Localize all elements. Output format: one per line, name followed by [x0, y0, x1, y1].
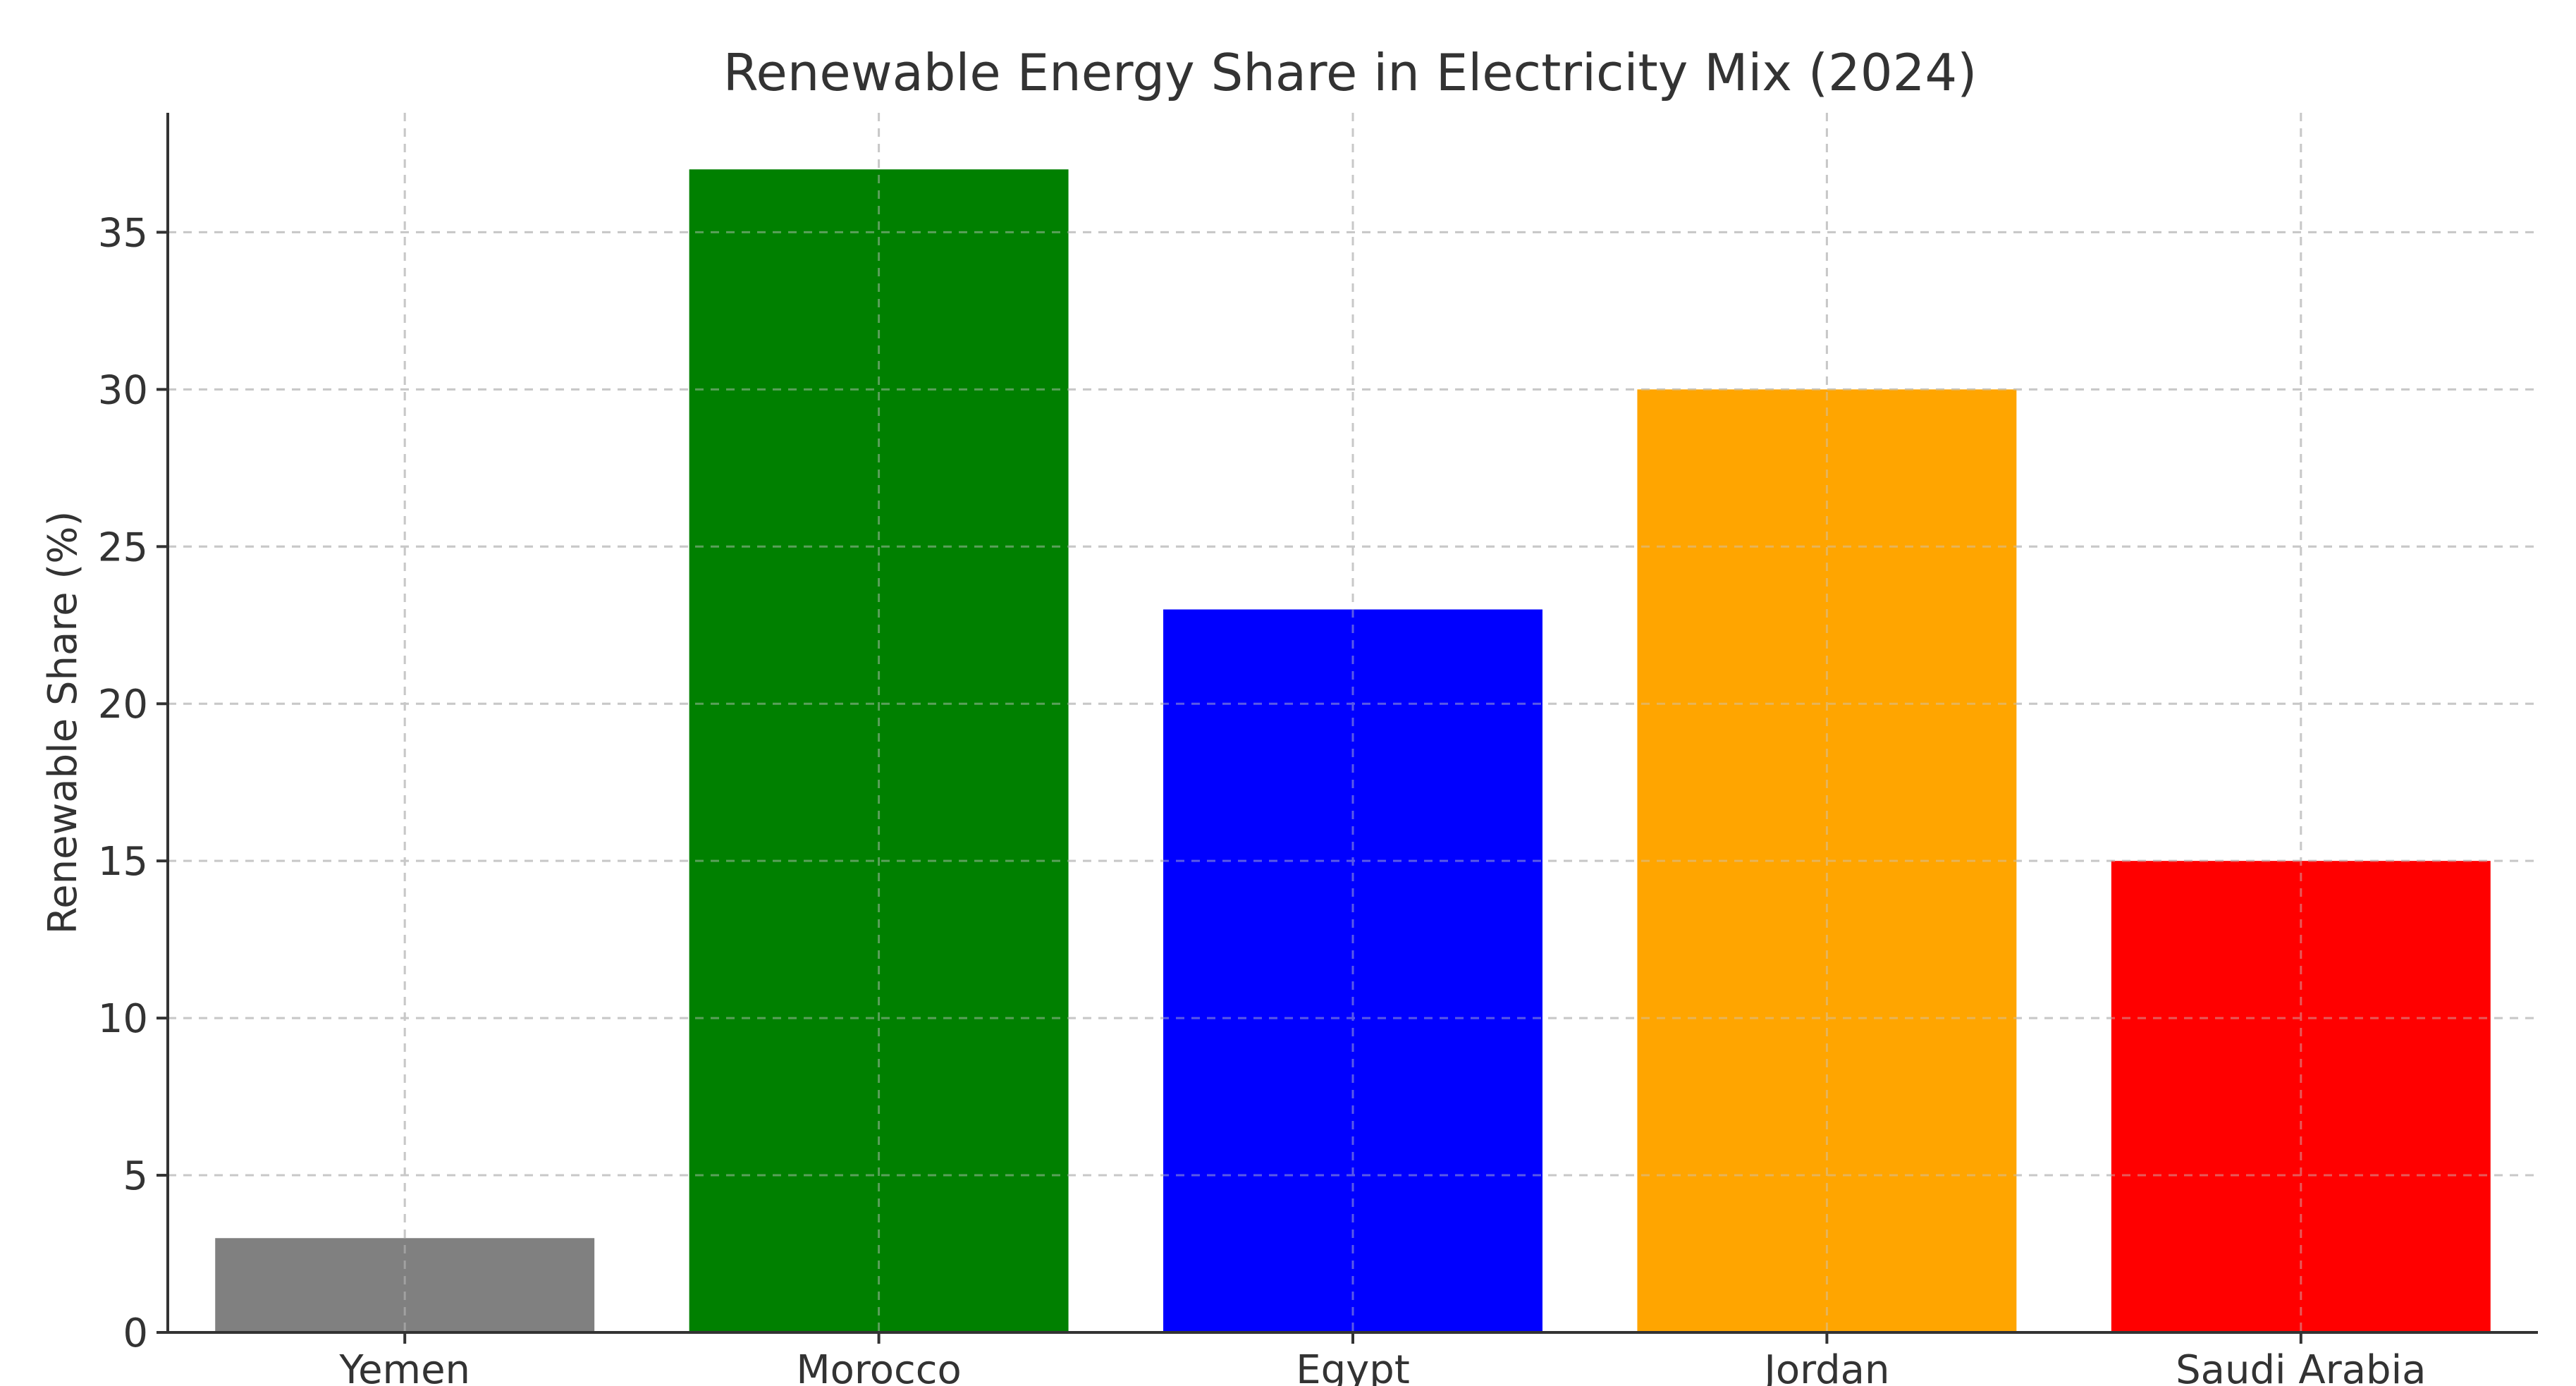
y-tick-label: 5 — [123, 1153, 148, 1199]
bar-saudi-arabia — [2111, 861, 2491, 1332]
bar-egypt — [1163, 609, 1542, 1332]
x-tick-label: Jordan — [1762, 1347, 1889, 1386]
x-tick-label: Yemen — [338, 1347, 470, 1386]
x-tick-labels: Yemen Morocco Egypt Jordan Saudi Arabia — [338, 1347, 2426, 1386]
y-tick-label: 15 — [98, 839, 148, 885]
y-axis-label: Renewable Share (%) — [40, 511, 86, 935]
chart-title: Renewable Energy Share in Electricity Mi… — [723, 43, 1977, 102]
bar-jordan — [1637, 389, 2017, 1333]
x-tick-label: Morocco — [796, 1347, 961, 1386]
y-tick-label: 30 — [98, 367, 148, 413]
bar-yemen — [215, 1238, 595, 1332]
y-tick-labels: 0 5 10 15 20 25 30 35 — [98, 210, 148, 1356]
bar-morocco — [689, 169, 1069, 1333]
y-tick-label: 25 — [98, 525, 148, 570]
y-tick-label: 35 — [98, 210, 148, 256]
y-tick-label: 20 — [98, 682, 148, 728]
axes — [157, 113, 2538, 1344]
y-tick-label: 10 — [98, 996, 148, 1042]
y-tick-label: 0 — [123, 1311, 148, 1356]
x-tick-label: Saudi Arabia — [2176, 1347, 2426, 1386]
bars — [215, 169, 2491, 1333]
x-tick-label: Egypt — [1296, 1347, 1410, 1386]
